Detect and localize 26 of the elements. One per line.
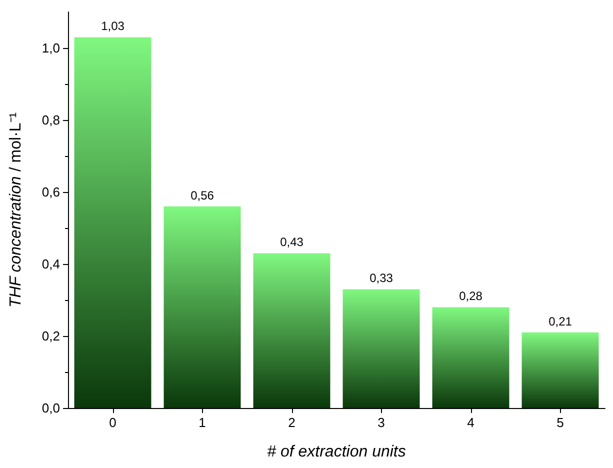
x-tick-label: 2	[288, 415, 296, 430]
bar	[342, 289, 420, 408]
bar	[522, 332, 599, 408]
data-label: 0,43	[280, 235, 304, 250]
x-tick-label: 0	[109, 415, 116, 430]
y-tick-label: 0,0	[42, 400, 60, 416]
data-label: 0,56	[190, 188, 214, 202]
y-axis-title: THF concentration / mol·L⁻¹	[8, 112, 24, 308]
x-tick-label: 3	[378, 415, 385, 430]
bar	[74, 37, 152, 408]
y-tick-label: 0,2	[42, 328, 60, 344]
data-label: 1,03	[101, 19, 125, 34]
data-label: 0,33	[370, 271, 394, 286]
x-tick-label: 5	[556, 415, 564, 430]
x-axis-title: # of extraction units	[267, 444, 406, 460]
y-tick-label: 0,6	[42, 184, 60, 200]
bar	[164, 206, 241, 408]
y-tick-label: 0,4	[42, 256, 60, 272]
bar	[253, 253, 330, 408]
y-tick-label: 0,8	[42, 112, 60, 128]
x-tick-label: 4	[467, 415, 474, 430]
x-tick-label: 1	[198, 415, 206, 430]
bar	[432, 307, 510, 408]
data-label: 0,28	[459, 289, 483, 304]
data-label: 0,21	[548, 314, 572, 328]
y-tick-label: 1,0	[42, 40, 60, 56]
